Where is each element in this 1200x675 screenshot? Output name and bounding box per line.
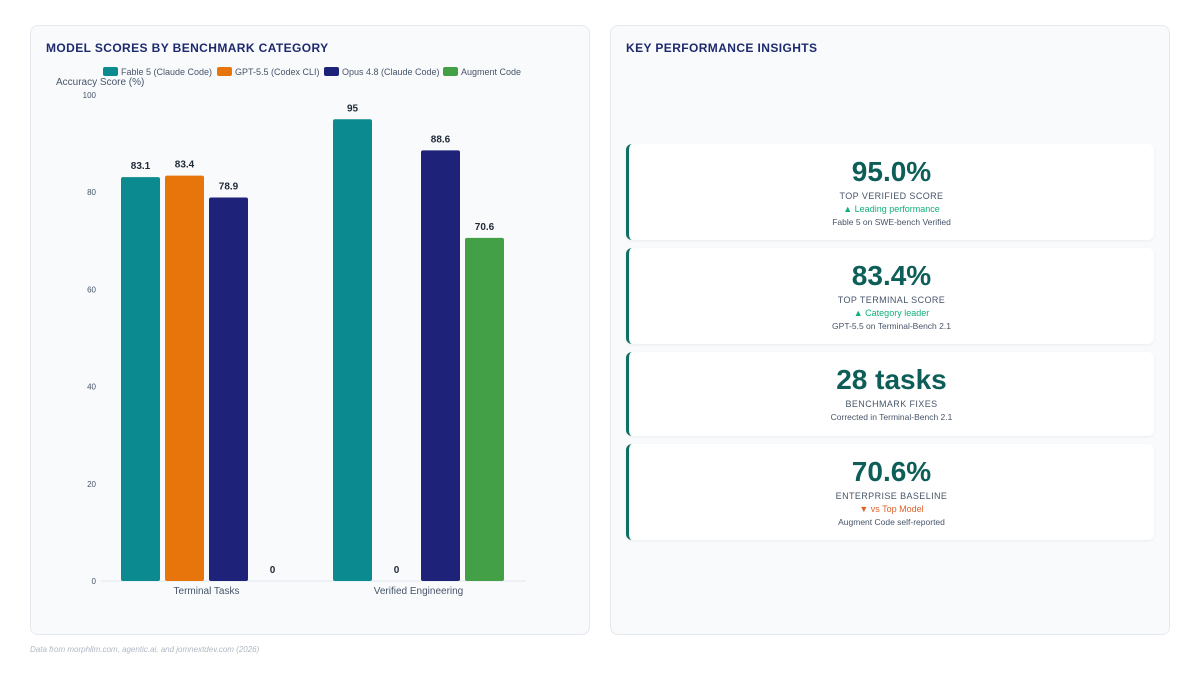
y-tick-label: 100 <box>83 91 97 100</box>
bar <box>209 197 248 581</box>
bar-chart: Accuracy Score (%) 0 20 40 60 80 100 Fable 5 (C… <box>56 67 526 597</box>
bar <box>421 150 460 581</box>
insight-label: TOP VERIFIED SCORE <box>839 191 944 201</box>
insights-title: KEY PERFORMANCE INSIGHTS <box>626 41 818 55</box>
insight-value: 95.0% <box>851 156 932 187</box>
y-tick-label: 0 <box>92 577 97 586</box>
legend-label: GPT-5.5 (Codex CLI) <box>235 67 320 77</box>
legend-swatch <box>103 67 118 76</box>
bar-value-label: 95 <box>347 103 359 114</box>
legend-swatch <box>443 67 458 76</box>
y-tick-label: 60 <box>87 285 96 294</box>
bar-value-label: 70.6 <box>475 222 495 233</box>
chart-panel: MODEL SCORES BY BENCHMARK CATEGORY Accur… <box>30 25 590 635</box>
y-axis-label: Accuracy Score (%) <box>56 77 144 88</box>
insight-label: TOP TERMINAL SCORE <box>837 295 946 305</box>
insight-trend: ▼ vs Top Model <box>859 504 924 514</box>
x-tick-label: Terminal Tasks <box>174 586 240 597</box>
y-tick-label: 40 <box>87 383 96 392</box>
bar <box>465 237 504 581</box>
insight-trend: ▲ Leading performance <box>843 204 940 214</box>
bar <box>121 177 160 581</box>
insight-source: Augment Code self-reported <box>838 517 945 527</box>
x-tick-label: Verified Engineering <box>374 586 464 597</box>
insight-card-top-terminal: 83.4% TOP TERMINAL SCORE ▲ Category lead… <box>626 248 1154 344</box>
bar-value-label: 83.1 <box>131 161 151 172</box>
insight-card-top-verified: 95.0% TOP VERIFIED SCORE ▲ Leading perfo… <box>626 144 1154 240</box>
bar-value-label: 83.4 <box>175 160 195 171</box>
bar-value-label: 0 <box>270 565 276 576</box>
insight-card-benchmark-fixes: 28 tasks BENCHMARK FIXES Corrected in Te… <box>626 352 1154 436</box>
insight-source: GPT-5.5 on Terminal-Bench 2.1 <box>832 321 951 331</box>
legend-swatch <box>217 67 232 76</box>
chart-title: MODEL SCORES BY BENCHMARK CATEGORY <box>46 41 329 55</box>
bar-value-label: 0 <box>394 565 400 576</box>
insight-label: ENTERPRISE BASELINE <box>835 491 948 501</box>
bar <box>333 119 372 582</box>
insight-source: Corrected in Terminal-Bench 2.1 <box>830 412 953 422</box>
bar-value-label: 78.9 <box>219 182 239 193</box>
insight-value: 70.6% <box>851 456 932 487</box>
bar-value-label: 88.6 <box>431 134 451 145</box>
insight-value: 83.4% <box>851 260 932 291</box>
legend-label: Opus 4.8 (Claude Code) <box>342 67 440 77</box>
insights-panel: KEY PERFORMANCE INSIGHTS 95.0% TOP VERIF… <box>610 25 1170 635</box>
source-footnote: Data from morphllm.com, agentic.ai, and … <box>30 645 260 654</box>
legend-swatch <box>324 67 339 76</box>
insight-card-enterprise-baseline: 70.6% ENTERPRISE BASELINE ▼ vs Top Model… <box>626 444 1154 540</box>
legend-label: Fable 5 (Claude Code) <box>121 67 212 77</box>
y-tick-label: 20 <box>87 480 96 489</box>
insight-label: BENCHMARK FIXES <box>845 399 938 409</box>
legend-label: Augment Code <box>461 67 521 77</box>
insight-source: Fable 5 on SWE-bench Verified <box>832 217 951 227</box>
bar <box>165 175 204 581</box>
insight-trend: ▲ Category leader <box>853 308 930 318</box>
y-tick-label: 80 <box>87 188 96 197</box>
insight-value: 28 tasks <box>836 364 947 395</box>
